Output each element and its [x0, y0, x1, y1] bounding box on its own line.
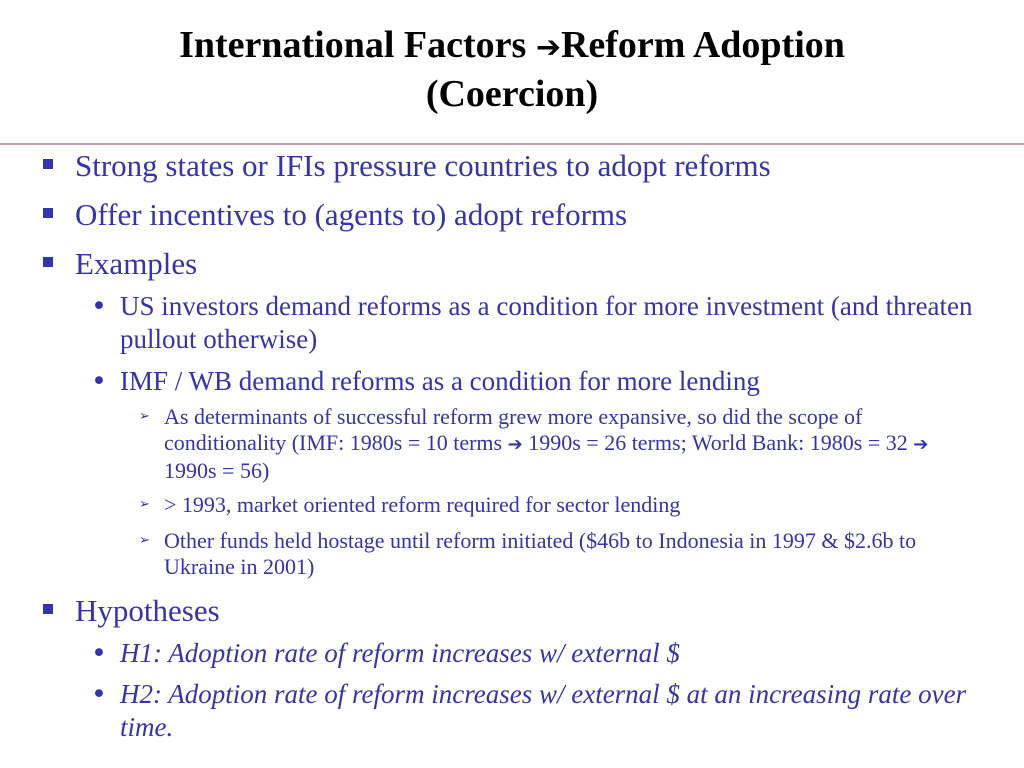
arrowhead-bullet-icon: ➢	[139, 533, 150, 548]
dot-bullet-icon: •	[91, 366, 107, 397]
slide-title: International Factors ➔Reform Adoption (…	[0, 22, 1024, 118]
square-bullet-icon	[43, 257, 53, 267]
title-divider	[0, 143, 1024, 145]
right-arrow-icon: ➔	[507, 434, 523, 455]
title-part-2: Reform Adoption	[560, 24, 845, 66]
title-line-2: (Coercion)	[425, 73, 599, 115]
sub-bullet-text: IMF / WB demand reforms as a condition f…	[120, 366, 760, 396]
dot-bullet-icon: •	[91, 638, 107, 669]
title-line-1: International Factors ➔Reform Adoption	[0, 22, 1024, 71]
square-bullet-icon	[43, 604, 53, 614]
arrowhead-bullet-icon: ➢	[139, 497, 150, 512]
right-arrow-icon: ➔	[535, 30, 561, 65]
arrowhead-bullet-icon: ➢	[139, 409, 150, 424]
bullet-text: Hypotheses	[75, 593, 220, 628]
sub-sub-bullet-text: > 1993, market oriented reform required …	[164, 492, 681, 517]
hypothesis-h2: H2: Adoption rate of reform increases w/…	[120, 679, 967, 742]
sub-bullet-text: US investors demand reforms as a conditi…	[120, 291, 973, 354]
bullet-text: Examples	[75, 246, 198, 281]
bullet-text: Offer incentives to (agents to) adopt re…	[75, 197, 628, 232]
square-bullet-icon	[43, 208, 53, 218]
dot-bullet-icon: •	[91, 291, 107, 322]
conditionality-text-c: 1990s = 56)	[164, 458, 270, 483]
conditionality-text-b: 1990s = 26 terms; World Bank: 1980s = 32	[522, 430, 914, 455]
conditionality-text-a: As determinants of successful reform gre…	[164, 404, 863, 455]
dot-bullet-icon: •	[91, 679, 107, 710]
sub-sub-bullet-text: As determinants of successful reform gre…	[164, 404, 984, 484]
sub-sub-bullet-text: Other funds held hostage until reform in…	[164, 528, 917, 579]
square-bullet-icon	[43, 159, 53, 169]
title-part-1: International Factors	[179, 24, 536, 66]
bullet-text: Strong states or IFIs pressure countries…	[75, 148, 771, 183]
right-arrow-icon: ➔	[913, 434, 929, 455]
hypothesis-h1: H1: Adoption rate of reform increases w/…	[120, 638, 680, 668]
